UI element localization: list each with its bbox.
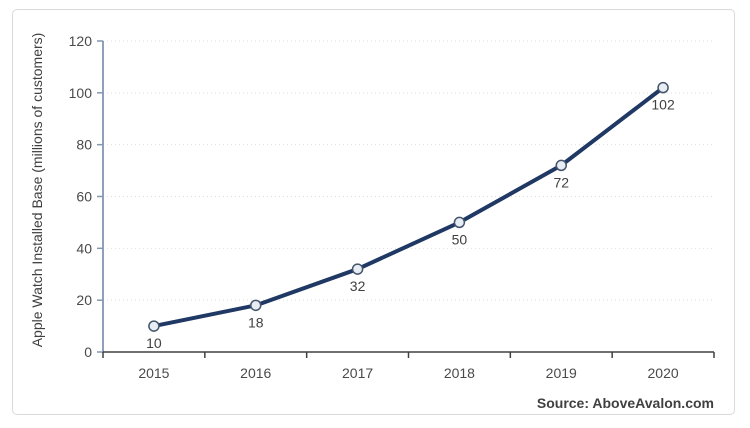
x-axis-category-label: 2018 <box>444 365 475 381</box>
data-point-marker <box>250 299 262 312</box>
data-line <box>151 85 666 329</box>
data-point-label: 72 <box>553 174 569 190</box>
data-point-label: 50 <box>452 231 468 247</box>
y-axis-tick-label: 20 <box>76 292 92 308</box>
x-axis-category-label: 2020 <box>648 365 679 381</box>
data-point-marker <box>657 81 669 94</box>
data-point-marker <box>351 263 364 275</box>
data-point-label: 10 <box>146 335 162 351</box>
data-point-marker <box>148 320 160 332</box>
data-point-label: 32 <box>350 278 366 294</box>
y-axis-tick-label: 100 <box>69 85 93 101</box>
x-axis-category-label: 2017 <box>342 365 373 381</box>
data-point-label: 18 <box>248 314 264 330</box>
source-credit: Source: AboveAvalon.com <box>536 395 714 411</box>
data-point-label: 102 <box>651 97 675 113</box>
data-point-marker <box>555 159 567 172</box>
chart-frame <box>12 9 735 415</box>
x-axis-category-label: 2019 <box>546 365 577 381</box>
y-axis-tick-label: 60 <box>76 189 92 205</box>
x-axis-category-label: 2016 <box>240 365 271 381</box>
x-axis-category-label: 2015 <box>138 365 169 381</box>
data-point-marker <box>453 216 466 229</box>
y-axis-tick-label: 120 <box>69 33 93 49</box>
y-axis-tick-label: 0 <box>84 344 92 360</box>
y-axis-tick-label: 40 <box>76 240 92 256</box>
y-axis-tick-label: 80 <box>76 137 92 153</box>
